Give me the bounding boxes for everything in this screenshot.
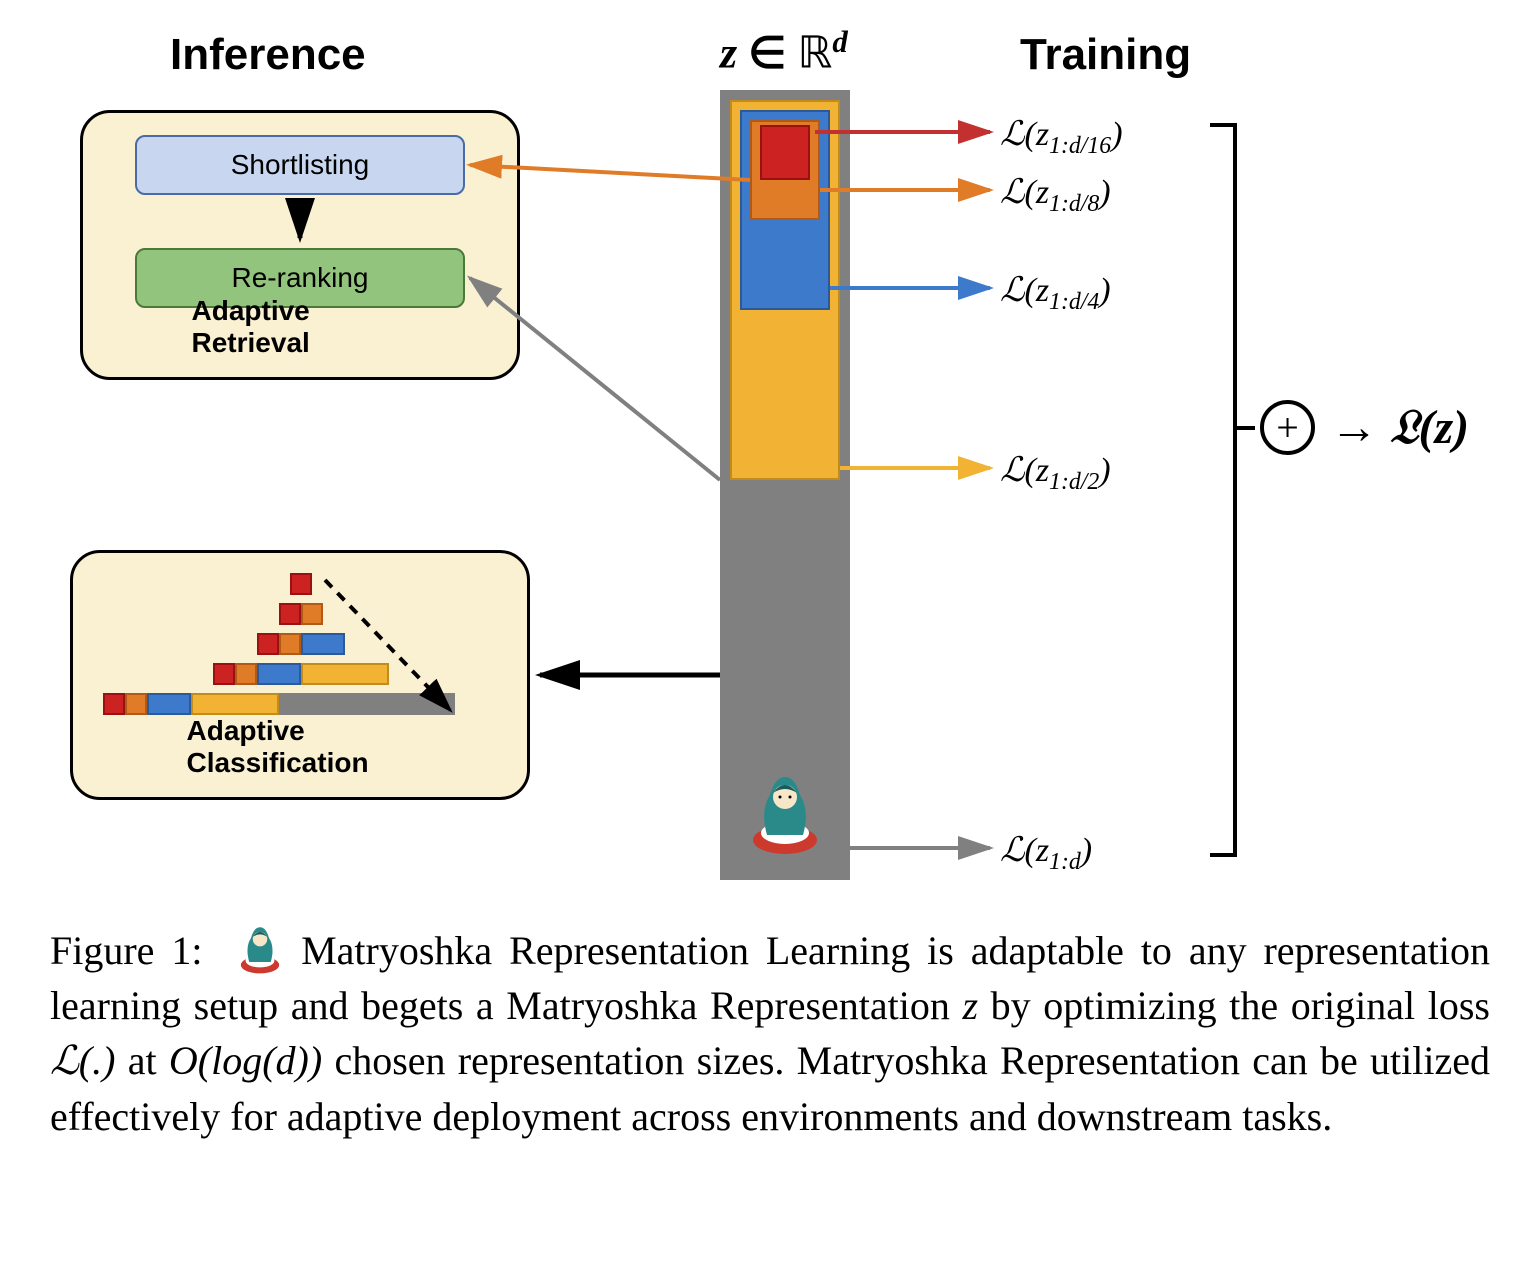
arrow-overlay bbox=[40, 20, 1500, 890]
caption-loss: ℒ(.) bbox=[50, 1038, 115, 1083]
figure-number: Figure 1: bbox=[50, 928, 202, 973]
caption-body-2: by optimizing the original loss bbox=[978, 983, 1490, 1028]
caption-doll-icon bbox=[236, 920, 284, 972]
caption-z: z bbox=[962, 983, 978, 1028]
caption-bigO: O(log(d)) bbox=[169, 1038, 322, 1083]
figure-caption: Figure 1: Matryoshka Representation Lear… bbox=[50, 920, 1490, 1144]
caption-body-3: at bbox=[115, 1038, 168, 1083]
figure-diagram: Inference Training z ∈ ℝd Shortlisting R… bbox=[40, 20, 1500, 890]
